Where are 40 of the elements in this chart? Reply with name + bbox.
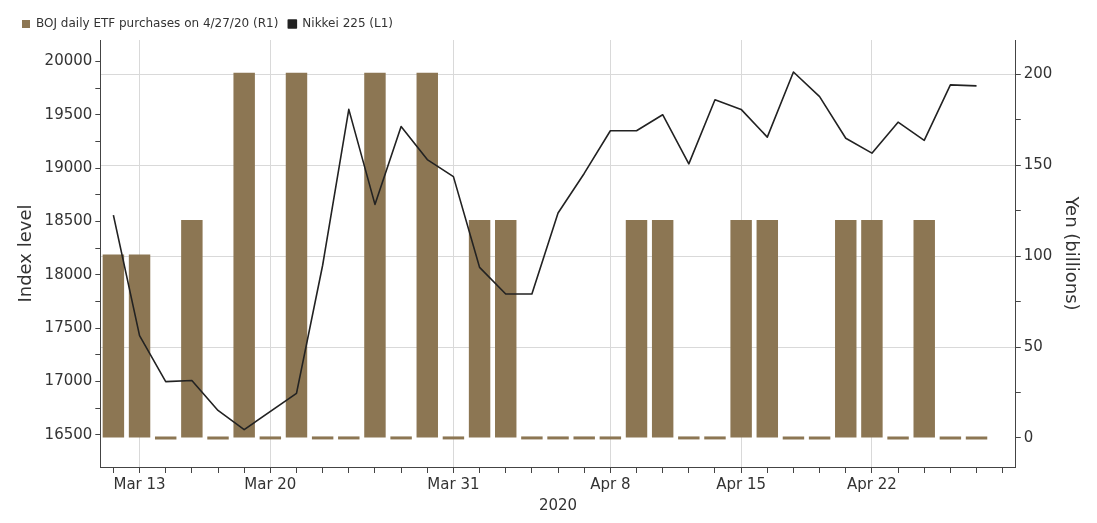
bar bbox=[128, 254, 151, 438]
x-tick-label: Mar 20 bbox=[244, 474, 297, 493]
bar bbox=[181, 219, 203, 438]
bar bbox=[756, 219, 779, 438]
y-tick-label: 18000 bbox=[44, 264, 93, 283]
bar bbox=[625, 219, 648, 438]
legend-label: BOJ daily ETF purchases on 4/27/20 (R1) bbox=[36, 16, 279, 31]
x-tick-label: Apr 15 bbox=[716, 474, 767, 493]
y-tick-label: 19500 bbox=[44, 104, 93, 123]
y2-axis-title: Yen (billions) bbox=[1061, 195, 1083, 311]
x-tick-label: Apr 22 bbox=[847, 474, 897, 493]
bar bbox=[233, 72, 255, 438]
bar bbox=[495, 219, 517, 438]
bar bbox=[651, 219, 674, 438]
y-tick-label: 17000 bbox=[44, 371, 93, 390]
y-axis-title: Index level bbox=[14, 204, 36, 303]
y-tick-label: 19000 bbox=[44, 157, 93, 176]
bar bbox=[364, 72, 386, 438]
bar bbox=[913, 219, 935, 438]
y-tick-label: 20000 bbox=[44, 51, 93, 70]
bar bbox=[861, 219, 883, 438]
bar bbox=[102, 254, 125, 438]
y-tick-label: 16500 bbox=[44, 424, 93, 443]
y2-tick-label: 50 bbox=[1023, 336, 1043, 355]
bar bbox=[285, 72, 308, 438]
y2-tick-label: 150 bbox=[1023, 155, 1053, 174]
legend-label: Nikkei 225 (L1) bbox=[302, 16, 394, 31]
y2-tick-label: 100 bbox=[1023, 246, 1053, 265]
x-tick-label: Apr 8 bbox=[590, 474, 631, 493]
y2-tick-label: 200 bbox=[1023, 64, 1053, 83]
x-axis-title: 2020 bbox=[538, 495, 578, 514]
bar bbox=[730, 219, 752, 438]
y-tick-label: 18500 bbox=[44, 211, 93, 230]
x-tick-label: Mar 13 bbox=[113, 474, 166, 493]
bar bbox=[416, 72, 438, 438]
y2-tick-label: 0 bbox=[1023, 427, 1034, 446]
bar bbox=[835, 219, 857, 438]
bar bbox=[468, 219, 491, 438]
y-tick-label: 17500 bbox=[44, 318, 93, 337]
x-tick-label: Mar 31 bbox=[427, 474, 480, 493]
